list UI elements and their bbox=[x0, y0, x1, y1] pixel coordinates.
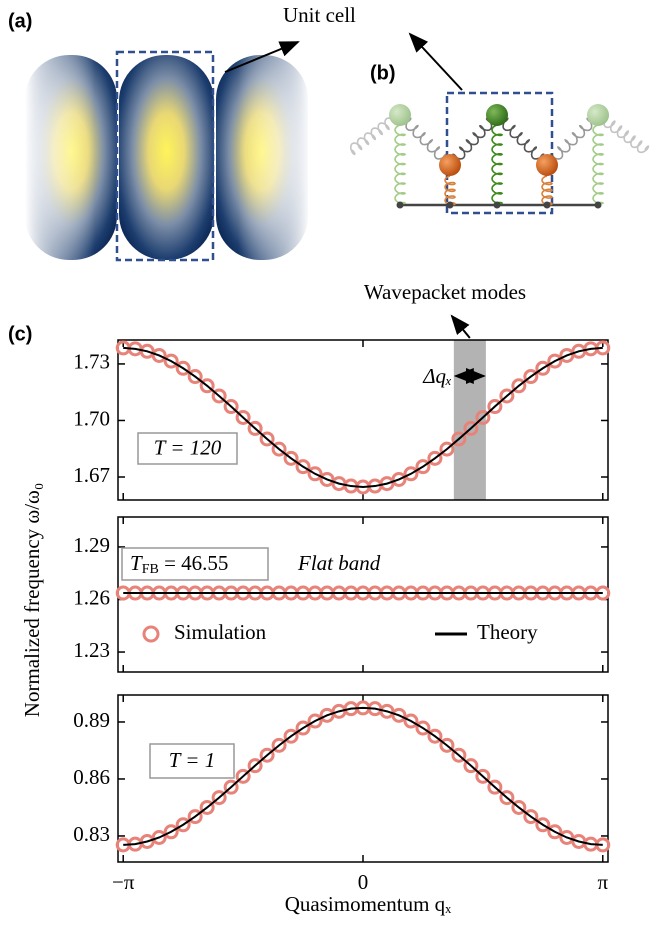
unit-cell-label: Unit cell bbox=[283, 3, 356, 27]
plot-frame bbox=[118, 340, 608, 500]
y-tick-label: 1.67 bbox=[73, 463, 110, 487]
y-tick-label: 1.26 bbox=[73, 585, 110, 609]
y-tick-label: 1.70 bbox=[73, 406, 110, 430]
annotation: T = 120 bbox=[154, 435, 222, 459]
legend-label: Simulation bbox=[174, 620, 267, 644]
mass bbox=[536, 154, 558, 176]
annotation: T = 1 bbox=[169, 748, 215, 772]
y-tick-label: 0.83 bbox=[73, 822, 110, 846]
joint bbox=[595, 202, 602, 209]
y-axis-label: Normalized frequency ω/ω₀ bbox=[20, 483, 44, 717]
mass bbox=[587, 104, 609, 126]
panel-label: (a) bbox=[8, 10, 32, 32]
joint bbox=[397, 202, 404, 209]
y-tick-label: 1.23 bbox=[73, 638, 110, 662]
y-tick-label: 0.89 bbox=[73, 708, 110, 732]
spring bbox=[593, 125, 603, 204]
x-tick-label: −π bbox=[112, 870, 135, 894]
mass bbox=[439, 154, 461, 176]
y-tick-label: 0.86 bbox=[73, 765, 110, 789]
joint bbox=[544, 202, 551, 209]
page: (a) Unit cell (b) (c) 1.73 1.70 1.67 T = 12… bbox=[0, 0, 662, 927]
panel-label: (b) bbox=[370, 62, 396, 84]
spring bbox=[492, 125, 502, 204]
x-tick-label: 0 bbox=[358, 870, 369, 894]
spring bbox=[395, 125, 405, 204]
mass bbox=[389, 104, 411, 126]
y-tick-label: 1.29 bbox=[73, 533, 110, 557]
annotation-sub: FB bbox=[142, 562, 159, 577]
plot-frame bbox=[118, 517, 608, 672]
theory-line bbox=[123, 348, 603, 487]
legend-marker bbox=[144, 627, 158, 641]
figure: (a) Unit cell (b) (c) 1.73 1.70 1.67 T = 12… bbox=[0, 0, 662, 927]
x-axis-label: Quasimomentum qₓ bbox=[285, 892, 452, 916]
panel-b-drawing bbox=[351, 34, 649, 213]
delta-q-label: Δqₓ bbox=[422, 364, 452, 388]
wavepacket-title: Wavepacket modes bbox=[364, 280, 526, 304]
mass bbox=[486, 104, 508, 126]
joint bbox=[447, 202, 454, 209]
panel-a-drawing bbox=[25, 42, 310, 265]
spring bbox=[542, 176, 552, 205]
flat-band-note: Flat band bbox=[297, 551, 381, 575]
wavepacket-arrow bbox=[452, 316, 470, 338]
annotation-eq: = 46.55 bbox=[159, 551, 229, 575]
x-tick-label: π bbox=[597, 870, 608, 894]
joint bbox=[494, 202, 501, 209]
legend-label: Theory bbox=[477, 620, 538, 644]
panel-label: (c) bbox=[8, 323, 32, 345]
y-tick-label: 1.73 bbox=[73, 350, 110, 374]
